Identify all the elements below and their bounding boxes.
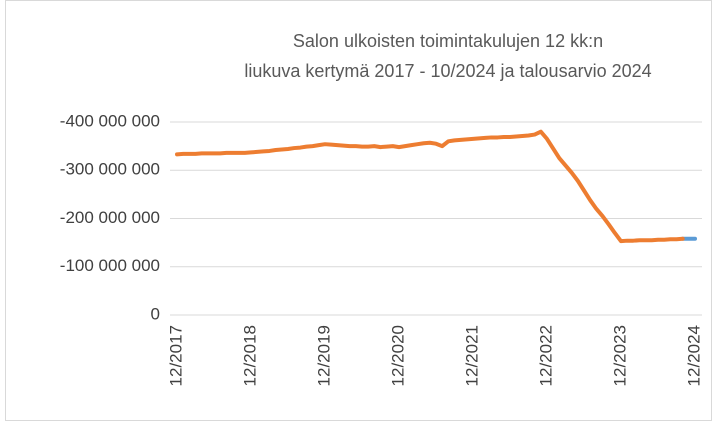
x-tick-label: 12/2021: [462, 325, 481, 386]
y-tick-label: -300 000 000: [60, 160, 160, 179]
x-tick-label: 12/2017: [166, 325, 185, 386]
y-tick-label: -200 000 000: [60, 208, 160, 227]
x-tick-label: 12/2022: [536, 325, 555, 386]
x-tick-label: 12/2018: [240, 325, 259, 386]
x-tick-label: 12/2024: [684, 325, 703, 386]
y-tick-label: 0: [151, 304, 160, 323]
chart-frame: [5, 0, 712, 421]
y-tick-label: -400 000 000: [60, 111, 160, 130]
x-tick-label: 12/2023: [610, 325, 629, 386]
x-tick-label: 12/2020: [388, 325, 407, 386]
x-tick-label: 12/2019: [314, 325, 333, 386]
chart-title: liukuva kertymä 2017 - 10/2024 ja talous…: [244, 61, 651, 81]
y-tick-label: -100 000 000: [60, 256, 160, 275]
series-line: [175, 129, 685, 244]
chart-title: Salon ulkoisten toimintakulujen 12 kk:n: [293, 31, 603, 51]
